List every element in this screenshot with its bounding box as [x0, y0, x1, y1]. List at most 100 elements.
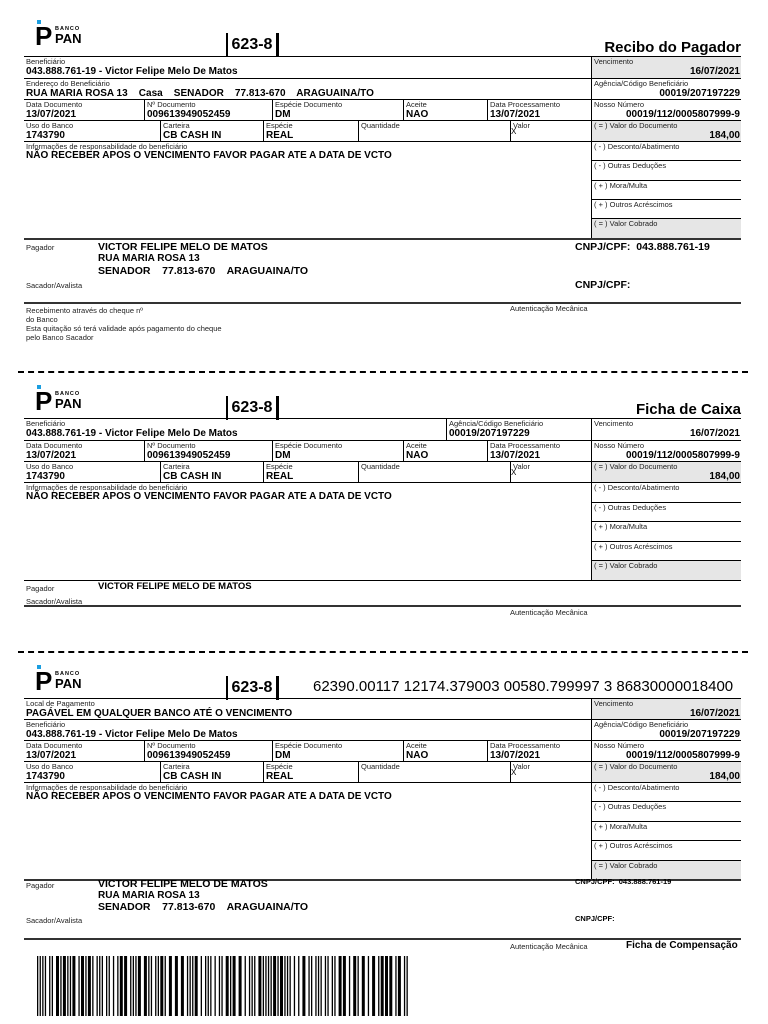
field-label: Informações de responsabilidade do benef… [26, 142, 188, 151]
field-value: REAL [266, 771, 294, 782]
divider [24, 580, 741, 581]
barcode-bar [262, 956, 264, 1016]
barcode-bar [298, 956, 300, 1016]
barcode-bar [148, 956, 150, 1016]
field-vencimento: Vencimento 16/07/2021 [591, 56, 741, 78]
barcode-bar [302, 956, 306, 1016]
barcode-bar [293, 956, 296, 1016]
field-data-processamento: Data Processamento 13/07/2021 [487, 440, 591, 461]
ficha-compensacao-title: Ficha de Compensação [626, 940, 738, 951]
field-label: Nosso Número [594, 100, 645, 109]
field-label: Quantidade [361, 762, 400, 771]
barcode-bar [270, 956, 272, 1016]
field-label: Local de Pagamento [26, 699, 95, 708]
barcode-bar [367, 956, 370, 1016]
barcode-bar [214, 956, 216, 1016]
barcode-bar [218, 956, 221, 1016]
field-label: Nº Documento [147, 741, 196, 750]
field-aceite: Aceite NAO [403, 99, 487, 120]
field-value: 1743790 [26, 471, 65, 482]
field-value: 184,00 [709, 771, 740, 782]
field-uso-banco: Uso do Banco 1743790 [24, 761, 160, 782]
field-valor-cobrado: ( = ) Valor Cobrado [591, 560, 741, 580]
field-outras-deducoes: ( - ) Outras Deduções [591, 502, 741, 521]
barcode-bar [72, 956, 76, 1016]
field-label: Carteira [163, 762, 190, 771]
field-value: NÃO RECEBER APOS O VENCIMENTO FAVOR PAGA… [26, 791, 392, 802]
pagador-name: VICTOR FELIPE MELO DE MATOS [98, 878, 268, 890]
field-desconto: ( - ) Desconto/Abatimento [591, 141, 741, 160]
field-informacoes: Informações de responsabilidade do benef… [24, 782, 591, 879]
sacador-label: Sacador/Avalista [26, 597, 83, 606]
field-value: X [511, 468, 517, 477]
barcode-bar [49, 956, 51, 1016]
field-especie-documento: Espécie Documento DM [272, 740, 403, 761]
field-label: Quantidade [361, 121, 400, 130]
field-label: ( - ) Outras Deduções [594, 503, 667, 512]
field-label: Endereço do Beneficiário [26, 79, 110, 88]
field-label: ( = ) Valor do Documento [594, 462, 678, 471]
barcode-bar [137, 956, 141, 1016]
divider [24, 238, 741, 240]
barcode-bar [135, 956, 137, 1016]
barcode-bar [221, 956, 223, 1016]
bank-code: 623-8 [226, 396, 279, 420]
pagador-city: SENADOR 77.813-670 ARAGUAINA/TO [98, 901, 309, 913]
pagador-address: RUA MARIA ROSA 13 [98, 253, 200, 264]
barcode-bar [267, 956, 270, 1016]
sacador-cnpj: CNPJ/CPF: [575, 914, 615, 923]
pagador-label: Pagador [26, 584, 55, 593]
field-value: 00019/112/0005807999-9 [625, 450, 740, 461]
field-label: Espécie Documento [275, 741, 343, 750]
divider [24, 302, 741, 304]
barcode-bar [338, 956, 342, 1016]
cut-line [18, 651, 748, 653]
pagador-name: VICTOR FELIPE MELO DE MATOS [98, 581, 252, 592]
autenticacao-label: Autenticação Mecânica [510, 608, 588, 617]
barcode-bar [251, 956, 253, 1016]
field-value: 009613949052459 [147, 750, 231, 761]
field-agencia: Agência/Código Beneficiário 00019/2071972… [591, 719, 741, 740]
field-mora: ( + ) Mora/Multa [591, 180, 741, 199]
field-value: 1743790 [26, 130, 65, 141]
field-value: CB CASH IN [163, 471, 222, 482]
field-label: Aceite [406, 741, 427, 750]
barcode-bar [37, 956, 39, 1016]
barcode-bar [406, 956, 408, 1016]
barcode-bar [389, 956, 393, 1016]
barcode-bar [200, 956, 202, 1016]
field-label: ( = ) Valor Cobrado [594, 861, 658, 870]
barcode-bar [397, 956, 401, 1016]
field-value: 043.888.761-19 - Victor Felipe Melo De M… [26, 66, 238, 77]
field-label: Valor [513, 121, 530, 130]
field-value: DM [275, 450, 291, 461]
sacador-cnpj: CNPJ/CPF: [575, 279, 631, 291]
field-label: Data Processamento [490, 741, 561, 750]
barcode-bar [106, 956, 108, 1016]
barcode-bar [334, 956, 336, 1016]
field-label: Uso do Banco [26, 762, 74, 771]
barcode-bar [308, 956, 310, 1016]
field-label: Carteira [163, 462, 190, 471]
field-especie: Espécie REAL [263, 461, 358, 482]
field-value: 16/07/2021 [689, 708, 740, 719]
field-label: Uso do Banco [26, 121, 74, 130]
field-label: ( + ) Mora/Multa [594, 822, 648, 831]
barcode-bar [44, 956, 47, 1016]
barcode-bar [51, 956, 53, 1016]
barcode-bar [192, 956, 194, 1016]
field-numero-documento: Nº Documento 009613949052459 [144, 740, 272, 761]
field-label: Nº Documento [147, 100, 196, 109]
field-uso-banco: Uso do Banco 1743790 [24, 120, 160, 141]
field-label: Data Processamento [490, 100, 561, 109]
field-outros-acrescimos: ( + ) Outros Acréscimos [591, 541, 741, 560]
barcode-bar [372, 956, 376, 1016]
field-label: ( - ) Desconto/Abatimento [594, 142, 680, 151]
cut-line [18, 371, 748, 373]
barcode-bar [320, 956, 322, 1016]
field-value: NÃO RECEBER APOS O VENCIMENTO FAVOR PAGA… [26, 491, 392, 502]
barcode-bar [81, 956, 84, 1016]
barcode-bar [189, 956, 191, 1016]
pagador-cnpj: CNPJ/CPF: 043.888.761-19 [575, 877, 672, 886]
field-label: Vencimento [594, 419, 634, 428]
